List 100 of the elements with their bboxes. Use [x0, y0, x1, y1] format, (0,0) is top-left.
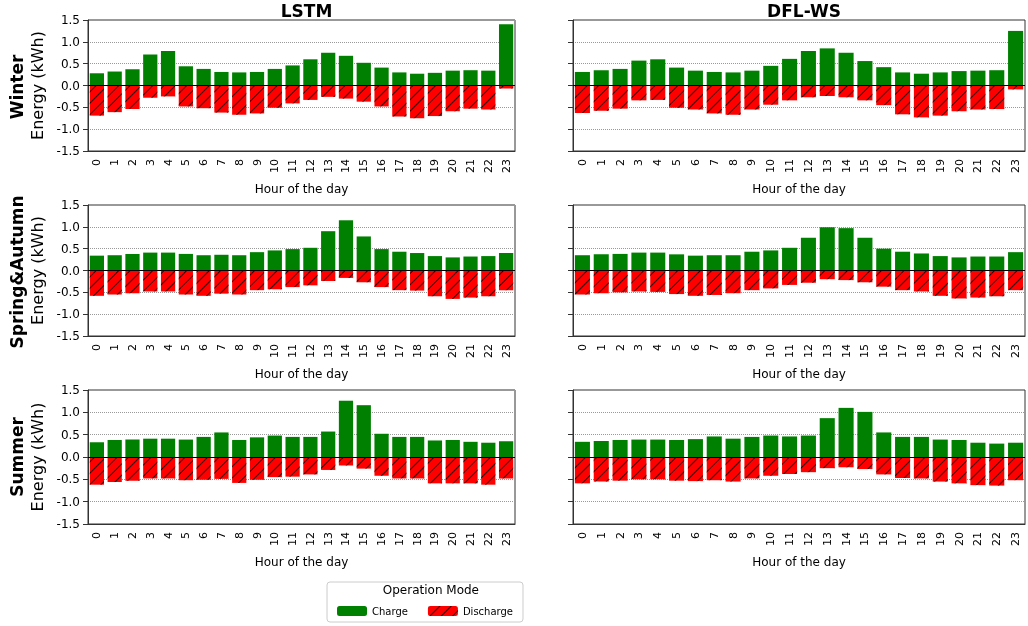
y-axis-title: Energy (kWh) — [28, 216, 48, 325]
x-tick-label: 16 — [877, 159, 891, 173]
chart-title: LSTM — [280, 0, 333, 21]
bar — [178, 66, 193, 86]
y-tick-label: -1.5 — [56, 144, 80, 158]
bar — [650, 252, 666, 271]
bar — [650, 439, 666, 457]
bar — [800, 435, 816, 457]
y-tick-label: 1.5 — [60, 13, 80, 27]
x-tick-label: 3 — [143, 344, 157, 351]
chart-title: DFL-WS — [767, 0, 841, 21]
bar — [932, 439, 948, 457]
bar — [932, 72, 948, 86]
bar — [498, 253, 514, 271]
bar — [214, 71, 229, 86]
bar — [763, 250, 779, 271]
bar — [196, 436, 211, 457]
x-tick-label: 14 — [839, 344, 853, 358]
x-tick-label: 8 — [726, 532, 740, 539]
bar — [989, 256, 1005, 271]
bar — [631, 60, 647, 86]
bar — [498, 24, 514, 86]
bar — [392, 251, 407, 271]
bar — [744, 70, 760, 86]
x-tick-label: 9 — [745, 159, 759, 166]
bar — [706, 71, 722, 86]
y-tick-label: -0.5 — [56, 472, 80, 487]
x-tick-label: 22 — [990, 159, 1004, 173]
x-tick-label: 5 — [670, 344, 684, 351]
bar — [819, 418, 835, 457]
bar — [427, 256, 443, 271]
bar — [481, 442, 496, 457]
x-tick-label: 14 — [839, 159, 853, 173]
bar — [463, 256, 478, 271]
x-tick-label: 18 — [914, 344, 928, 358]
x-tick-label: 11 — [286, 159, 300, 173]
x-tick-label: 0 — [90, 344, 104, 351]
bar — [160, 438, 176, 457]
x-tick-label: 15 — [858, 159, 872, 173]
bar — [125, 253, 140, 271]
bar — [374, 67, 389, 86]
x-tick-label: 16 — [877, 344, 891, 358]
y-tick-label: 1.5 — [60, 383, 80, 397]
x-tick-label: 20 — [446, 532, 460, 546]
bar — [970, 442, 986, 457]
bar — [232, 255, 247, 271]
x-tick-label: 22 — [990, 344, 1004, 358]
bar — [838, 52, 854, 86]
bar — [669, 440, 685, 457]
x-tick-label: 3 — [632, 344, 646, 351]
x-tick-label: 20 — [446, 159, 460, 173]
x-tick-label: 18 — [914, 532, 928, 546]
x-axis-title: Hour of the day — [752, 367, 846, 381]
x-tick-label: 17 — [896, 532, 910, 546]
x-tick-label: 12 — [801, 344, 815, 358]
x-tick-label: 21 — [464, 159, 478, 173]
x-tick-label: 5 — [670, 532, 684, 539]
bar — [895, 72, 911, 86]
bar — [800, 51, 816, 86]
x-tick-label: 19 — [428, 344, 442, 358]
x-tick-label: 7 — [214, 532, 228, 539]
bar — [763, 65, 779, 86]
text: Summer — [6, 416, 27, 497]
x-tick-label: 5 — [179, 532, 193, 539]
x-axis-title: Hour of the day — [752, 555, 846, 569]
bar — [838, 407, 854, 457]
bar — [876, 248, 892, 271]
y-tick-label: -0.5 — [56, 100, 80, 115]
bar — [706, 255, 722, 271]
x-tick-label: 7 — [214, 344, 228, 351]
bar — [913, 436, 929, 457]
x-tick-label: 12 — [303, 344, 317, 358]
x-tick-label: 0 — [575, 159, 589, 166]
bar — [249, 71, 265, 86]
x-tick-label: 23 — [1009, 532, 1023, 546]
x-tick-label: 21 — [971, 159, 985, 173]
bar — [857, 411, 873, 457]
x-tick-label: 4 — [651, 344, 665, 351]
bar — [107, 71, 122, 86]
bar — [498, 441, 514, 457]
x-tick-label: 11 — [286, 344, 300, 358]
text: Winter — [6, 54, 27, 120]
x-tick-label: 11 — [783, 532, 797, 546]
bar — [1008, 30, 1024, 86]
bar — [951, 440, 967, 457]
bar — [593, 70, 609, 86]
x-tick-label: 1 — [594, 532, 608, 539]
x-tick-label: 10 — [764, 344, 778, 358]
x-tick-label: 15 — [858, 532, 872, 546]
x-tick-label: 6 — [688, 344, 702, 351]
x-tick-label: 3 — [632, 532, 646, 539]
x-tick-label: 4 — [161, 344, 175, 351]
x-tick-label: 2 — [125, 159, 139, 166]
x-tick-label: 14 — [339, 159, 353, 173]
bar — [160, 51, 176, 86]
y-tick-label: -1.0 — [56, 494, 80, 509]
bar — [989, 443, 1005, 457]
x-tick-label: 6 — [197, 532, 211, 539]
x-tick-label: 7 — [707, 159, 721, 166]
bar — [763, 435, 779, 457]
